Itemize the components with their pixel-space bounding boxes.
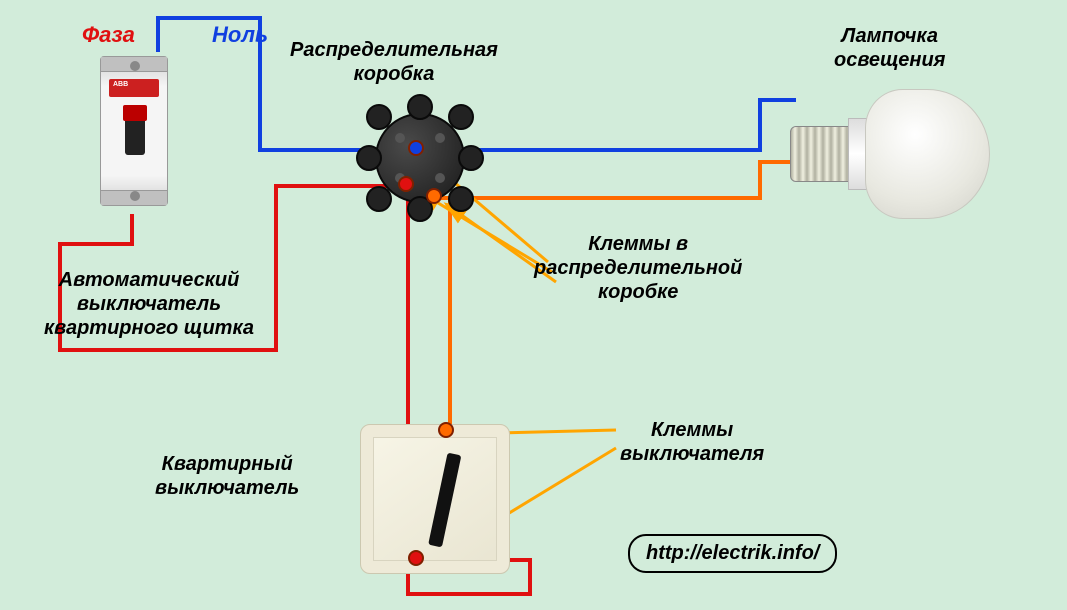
terminal-jbox-phase (398, 176, 414, 192)
source-url: http://electrik.info/ (628, 534, 837, 573)
label-junction-box: Распределительная коробка (290, 38, 498, 86)
label-bulb: Лампочка освещения (834, 24, 945, 72)
label-terminals-switch: Клеммы выключателя (620, 418, 764, 466)
label-phase: Фаза (82, 22, 135, 48)
junction-box (360, 98, 480, 218)
wall-switch (360, 424, 510, 574)
terminal-switch-top (438, 422, 454, 438)
label-wall-switch: Квартирный выключатель (155, 452, 299, 500)
terminal-jbox-neutral (408, 140, 424, 156)
terminal-switch-bottom (408, 550, 424, 566)
circuit-breaker: ABB (100, 56, 168, 206)
terminal-jbox-switched (426, 188, 442, 204)
label-terminals-jbox: Клеммы в распределительной коробке (534, 232, 742, 304)
label-neutral: Ноль (212, 22, 268, 48)
light-bulb (790, 74, 960, 234)
label-breaker: Автоматический выключатель квартирного щ… (44, 268, 254, 340)
